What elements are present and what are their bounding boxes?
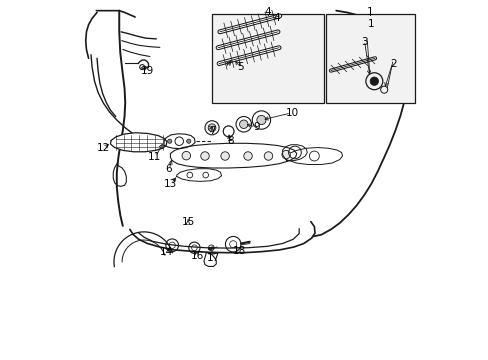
- Text: 14: 14: [160, 247, 173, 257]
- Circle shape: [167, 139, 171, 143]
- Circle shape: [281, 150, 290, 159]
- Text: 17: 17: [206, 253, 220, 262]
- Text: 13: 13: [163, 179, 177, 189]
- Text: 3: 3: [361, 37, 367, 48]
- Text: 7: 7: [209, 126, 216, 136]
- Text: 2: 2: [389, 59, 396, 68]
- Text: 12: 12: [97, 143, 110, 153]
- Text: 9: 9: [253, 122, 260, 132]
- Text: 8: 8: [226, 136, 233, 146]
- Text: 1: 1: [366, 7, 373, 17]
- Circle shape: [182, 152, 190, 160]
- Circle shape: [223, 126, 233, 136]
- Polygon shape: [164, 134, 195, 149]
- Circle shape: [252, 111, 270, 129]
- Circle shape: [221, 152, 229, 160]
- Circle shape: [208, 124, 216, 132]
- Polygon shape: [170, 143, 296, 168]
- Circle shape: [223, 126, 233, 136]
- Text: 18: 18: [233, 246, 246, 256]
- Bar: [325, 14, 414, 103]
- Circle shape: [204, 121, 219, 135]
- Text: 10: 10: [285, 108, 298, 118]
- Polygon shape: [176, 169, 221, 181]
- Polygon shape: [285, 148, 342, 165]
- Circle shape: [244, 152, 252, 160]
- Text: 1: 1: [367, 19, 373, 29]
- Text: 15: 15: [181, 217, 194, 227]
- Text: 19: 19: [141, 66, 154, 76]
- Text: 4: 4: [264, 7, 271, 17]
- Text: 16: 16: [191, 251, 204, 261]
- Circle shape: [201, 152, 209, 160]
- Text: 5: 5: [237, 62, 244, 72]
- Circle shape: [264, 152, 272, 160]
- Polygon shape: [110, 133, 166, 152]
- Circle shape: [236, 117, 251, 132]
- Text: 4: 4: [272, 13, 279, 23]
- Circle shape: [256, 116, 265, 125]
- Bar: [212, 14, 324, 103]
- Text: 11: 11: [147, 152, 161, 162]
- Polygon shape: [282, 145, 306, 161]
- Text: 6: 6: [165, 165, 172, 174]
- Circle shape: [239, 120, 247, 129]
- Circle shape: [186, 139, 190, 143]
- Circle shape: [369, 77, 378, 85]
